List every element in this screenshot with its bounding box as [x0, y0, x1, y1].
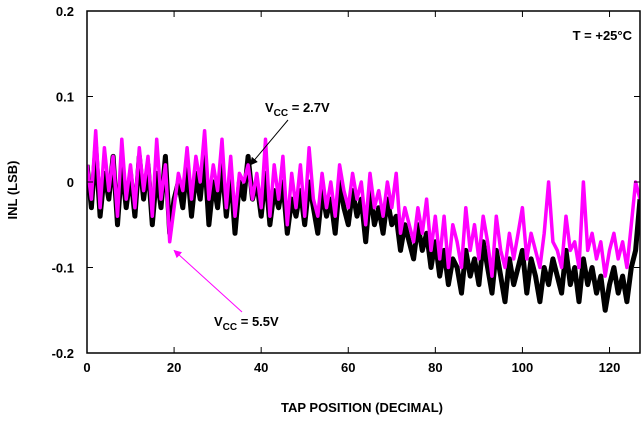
- vcc-low-suffix: = 2.7V: [288, 100, 330, 115]
- y-tick-label: -0.1: [52, 261, 74, 276]
- vcc-low-arrow: [249, 119, 289, 166]
- vcc-high-sub: CC: [223, 322, 237, 333]
- series-layer: [87, 128, 640, 313]
- y-tick-label: -0.2: [52, 346, 74, 361]
- y-axis-label: INL (LSB): [5, 161, 20, 220]
- series-line-vcc-5-5v: [87, 128, 640, 278]
- x-tick-label: 120: [599, 360, 621, 375]
- vcc-low-prefix: V: [265, 100, 274, 115]
- vcc-high-annotation: VCC = 5.5V: [173, 249, 279, 333]
- vcc-low-sub: CC: [274, 108, 288, 119]
- svg-text:VCC = 5.5V: VCC = 5.5V: [214, 314, 279, 333]
- vcc-low-annotation: VCC = 2.7V: [249, 100, 330, 166]
- x-tick-label: 80: [428, 360, 442, 375]
- x-axis-label: TAP POSITION (DECIMAL): [281, 400, 443, 415]
- y-tick-label: 0.1: [56, 90, 74, 105]
- x-tick-label: 20: [167, 360, 181, 375]
- tick-layer: 0 20 40 60 80 100 120 0.2 0.1 0 -0.1 -0.2: [52, 4, 640, 375]
- x-tick-label: 60: [341, 360, 355, 375]
- temperature-annotation: T = +25°C: [573, 28, 633, 43]
- y-tick-label: 0.2: [56, 4, 74, 19]
- svg-text:VCC = 2.7V: VCC = 2.7V: [265, 100, 330, 119]
- series-line-vcc-2-7v: [87, 145, 640, 313]
- vcc-high-suffix: = 5.5V: [237, 314, 279, 329]
- x-tick-label: 0: [83, 360, 90, 375]
- plot-frame: [86, 10, 641, 354]
- x-tick-label: 100: [512, 360, 534, 375]
- vcc-high-arrow: [173, 249, 243, 313]
- vcc-high-prefix: V: [214, 314, 223, 329]
- y-tick-label: 0: [67, 175, 74, 190]
- x-tick-label: 40: [254, 360, 268, 375]
